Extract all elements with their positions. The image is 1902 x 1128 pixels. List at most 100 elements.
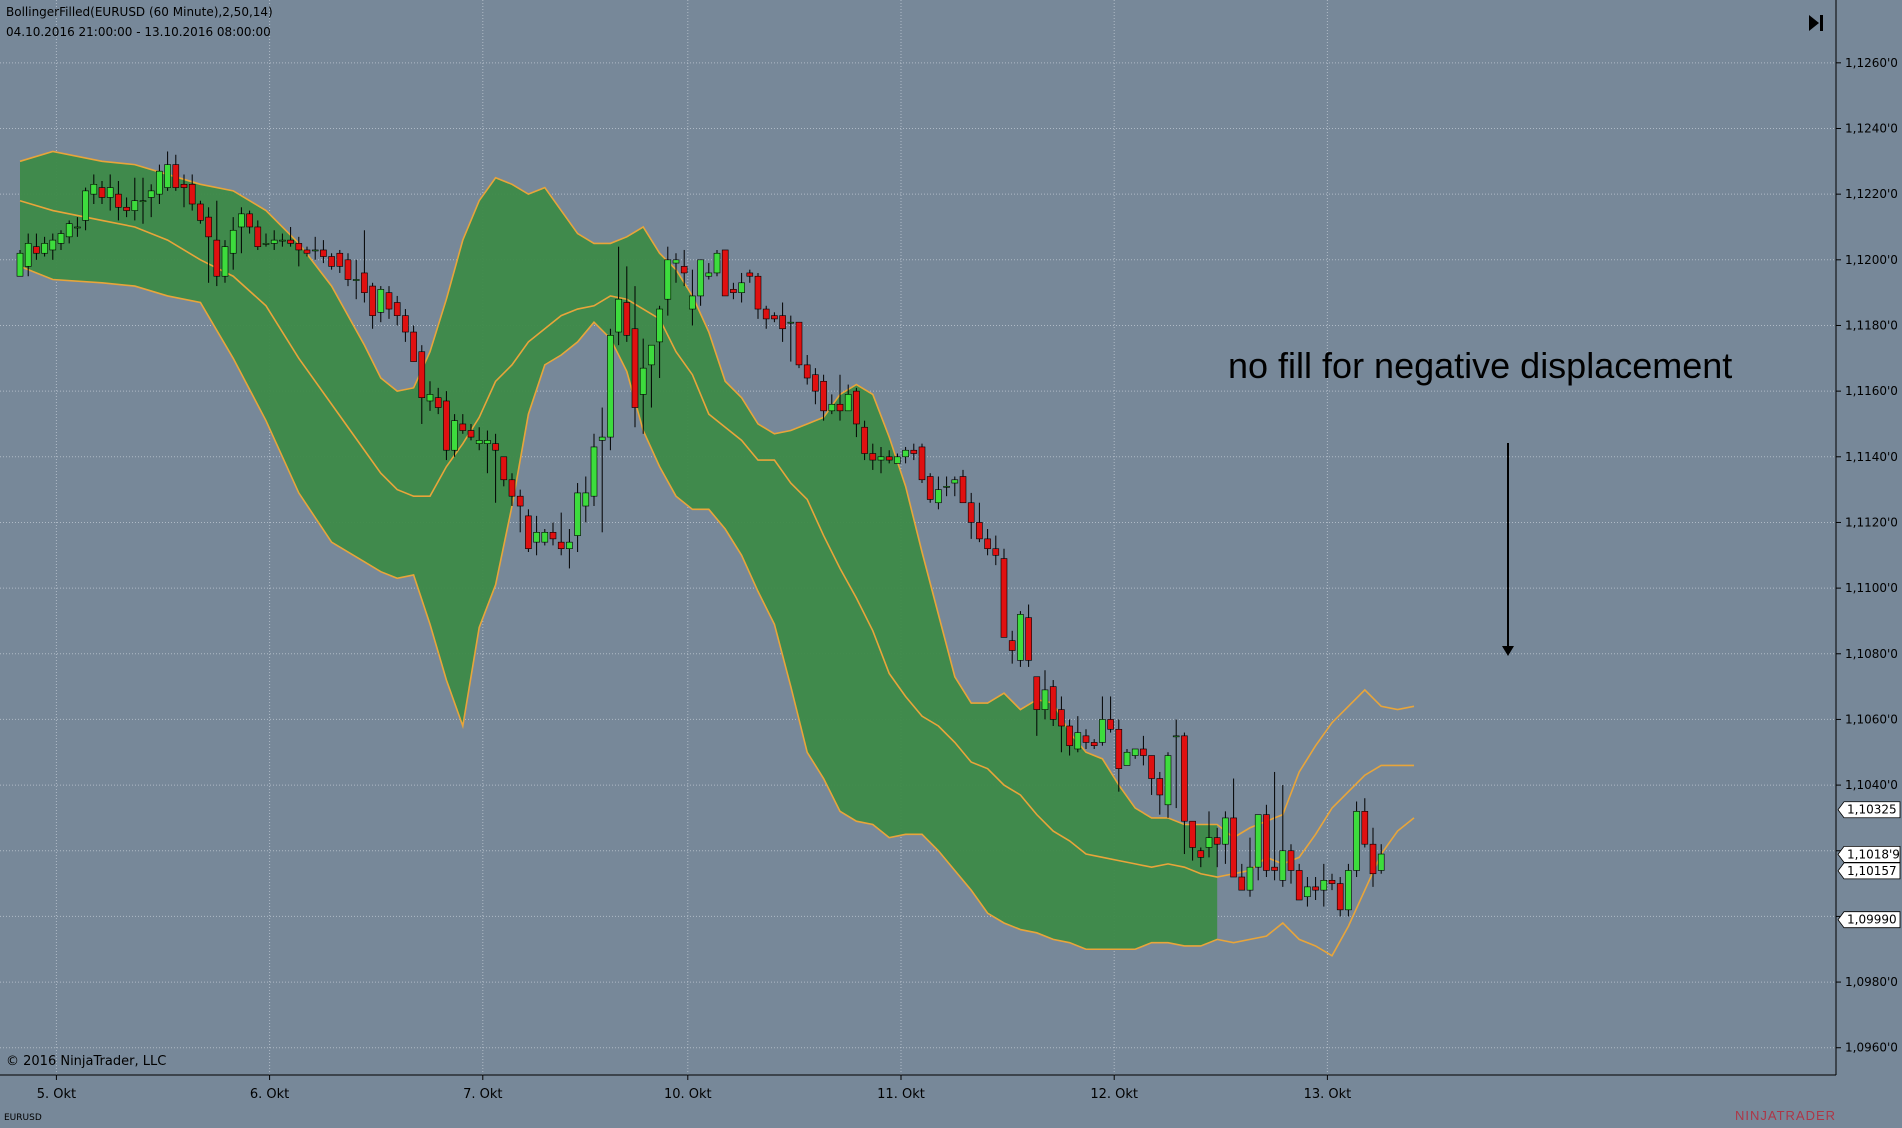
candle: [147, 184, 155, 218]
candle: [918, 443, 926, 484]
candle: [1148, 755, 1155, 795]
candle-body: [1156, 778, 1164, 796]
candle: [754, 272, 762, 319]
candle: [713, 249, 721, 277]
candle-body: [918, 446, 926, 481]
candle-body: [779, 315, 786, 330]
candle-body: [1320, 880, 1328, 891]
candle: [1213, 827, 1221, 868]
candle: [1033, 676, 1041, 736]
y-tick-label: 1,1260'0: [1845, 56, 1898, 70]
candle: [992, 535, 1000, 566]
candle: [680, 249, 688, 287]
candle: [484, 430, 491, 474]
candle: [1353, 801, 1360, 878]
candle: [1172, 719, 1180, 809]
candle-body: [1246, 866, 1254, 891]
candle: [164, 151, 171, 191]
candle-body: [1197, 850, 1205, 858]
price-axis: 1,1260'0 1,1240'0 1,1220'0 1,1200'0 1,1180'0…: [1836, 56, 1901, 1055]
candle-body: [1131, 748, 1139, 756]
scroll-to-end-icon[interactable]: [1806, 12, 1826, 34]
copyright-text: © 2016 NinjaTrader, LLC: [6, 1054, 167, 1069]
candle: [1287, 844, 1295, 884]
candle-body: [680, 266, 688, 274]
candle-body: [557, 541, 565, 550]
candle: [672, 253, 680, 283]
candle: [492, 433, 499, 503]
candle-body: [320, 249, 327, 257]
candle-body: [1205, 837, 1213, 848]
candle-body: [533, 532, 540, 543]
candle-body: [836, 403, 844, 412]
price-marker-label: 1,10325: [1847, 803, 1897, 817]
candle: [57, 230, 65, 250]
candles: [16, 151, 1385, 917]
candle-body: [1049, 686, 1057, 720]
candle-body: [885, 456, 893, 461]
candle: [459, 414, 467, 434]
candle: [639, 338, 647, 434]
candle: [590, 433, 598, 507]
candle-body: [147, 190, 155, 198]
candle-body: [590, 446, 598, 497]
price-marker: 1,10157: [1837, 862, 1901, 880]
candle: [320, 240, 327, 264]
candle-body: [516, 495, 524, 507]
candle: [803, 355, 811, 385]
candle-body: [41, 243, 48, 254]
candle-body: [82, 190, 89, 221]
candle: [1017, 611, 1024, 667]
candle-body: [139, 200, 147, 203]
candle-body: [902, 449, 909, 458]
candle-body: [49, 239, 57, 251]
candle: [615, 246, 622, 346]
candle: [902, 446, 909, 464]
candle-body: [607, 335, 614, 438]
candle: [967, 492, 975, 539]
candle-body: [910, 449, 918, 454]
candle-body: [672, 259, 680, 264]
candle: [123, 197, 130, 218]
candle-body: [229, 229, 237, 254]
candle: [549, 522, 557, 546]
chart-date-range: 04.10.2016 21:00:00 - 13.10.2016 08:00:0…: [6, 25, 271, 39]
y-tick-label: 1,1220'0: [1845, 187, 1898, 201]
candle: [984, 529, 991, 556]
x-tick-label: 7. Okt: [463, 1087, 502, 1102]
candle-body: [656, 308, 663, 343]
candle: [607, 328, 614, 451]
candle: [1197, 847, 1205, 868]
candle-body: [279, 239, 286, 242]
candle: [1295, 863, 1303, 901]
candle: [1263, 804, 1270, 878]
candle-body: [623, 302, 631, 336]
candle: [451, 414, 458, 457]
candle-body: [123, 206, 130, 211]
candle: [90, 174, 98, 204]
candle-body: [648, 344, 655, 366]
candle: [525, 509, 532, 552]
candle: [1271, 771, 1278, 881]
candle-body: [402, 315, 409, 333]
candle-body: [1181, 735, 1188, 822]
candle-body: [1189, 820, 1196, 848]
candle: [705, 263, 713, 280]
candle: [295, 236, 303, 267]
candle-body: [451, 420, 458, 451]
candle: [730, 282, 737, 300]
middle-band-line: [19, 199, 1414, 878]
candle: [213, 200, 221, 287]
candle-body: [1336, 883, 1344, 911]
candle-body: [1090, 742, 1098, 746]
candle: [508, 473, 516, 507]
candle-body: [853, 390, 860, 425]
candle-body: [393, 302, 401, 316]
candle-body: [746, 272, 754, 277]
candle-body: [1312, 886, 1319, 891]
x-tick-label: 13. Okt: [1304, 1087, 1352, 1102]
candle-body: [697, 259, 704, 297]
candle: [656, 305, 663, 378]
candle-body: [197, 203, 204, 221]
